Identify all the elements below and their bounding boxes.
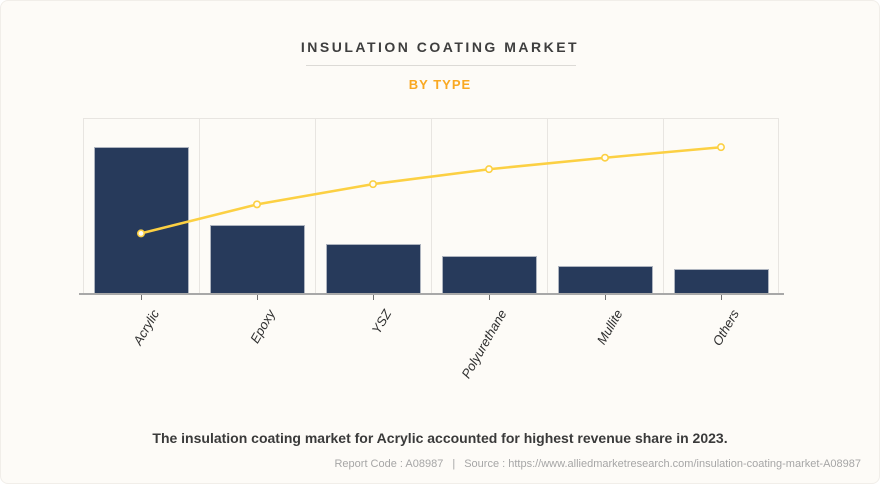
gridline: [315, 119, 316, 295]
chart-caption: The insulation coating market for Acryli…: [152, 430, 728, 446]
line-marker-others: [716, 143, 725, 152]
axis-tick: [141, 295, 142, 300]
axis-tick: [721, 295, 722, 300]
x-label-polyurethane: Polyurethane: [458, 307, 510, 381]
footer-separator: |: [452, 458, 456, 470]
bar-epoxy: [210, 225, 305, 295]
line-marker-polyurethane: [484, 165, 493, 174]
line-marker-epoxy: [253, 200, 262, 209]
gridline: [431, 119, 432, 295]
bar-others: [674, 269, 769, 295]
chart-subtitle: BY TYPE: [408, 77, 472, 92]
gridline: [778, 119, 779, 295]
bar-polyurethane: [442, 256, 537, 295]
x-axis-line: [79, 293, 784, 295]
cumulative-line-svg: [136, 143, 725, 238]
gridline: [83, 119, 84, 295]
cumulative-line: [139, 145, 723, 235]
title-divider: [306, 65, 576, 66]
line-marker-ysz: [368, 180, 377, 189]
gridline: [199, 119, 200, 295]
gridline: [663, 119, 664, 295]
axis-tick: [373, 295, 374, 300]
line-marker-mullite: [600, 153, 609, 162]
source-url-text: Source : https://www.alliedmarketresearc…: [464, 458, 861, 470]
x-label-ysz: YSZ: [368, 307, 394, 337]
bar-mullite: [558, 266, 653, 295]
footer-bar: Report Code : A08987 | Source : https://…: [334, 458, 861, 470]
axis-tick: [489, 295, 490, 300]
axis-tick: [257, 295, 258, 300]
x-label-acrylic: Acrylic: [129, 307, 162, 348]
bar-acrylic: [94, 147, 189, 295]
x-label-epoxy: Epoxy: [246, 307, 278, 346]
x-label-others: Others: [709, 307, 742, 349]
chart-title: INSULATION COATING MARKET: [300, 39, 580, 55]
axis-tick: [605, 295, 606, 300]
plot-area: [83, 118, 779, 295]
report-code-text: Report Code : A08987: [334, 458, 444, 470]
bar-ysz: [326, 244, 421, 295]
gridline: [547, 119, 548, 295]
line-marker-acrylic: [136, 229, 145, 238]
x-label-mullite: Mullite: [594, 307, 626, 348]
